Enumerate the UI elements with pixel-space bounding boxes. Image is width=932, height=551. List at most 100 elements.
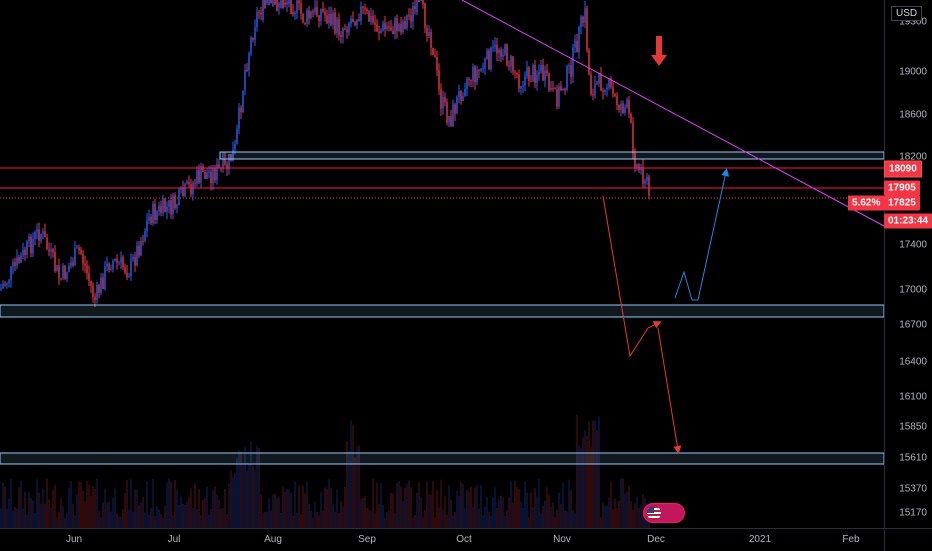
candle-body-285 bbox=[570, 65, 572, 77]
candle-body-33 bbox=[66, 272, 68, 279]
price-chart[interactable] bbox=[0, 0, 885, 528]
volume-bar-36 bbox=[72, 503, 74, 528]
candle-body-52 bbox=[104, 266, 106, 289]
volume-bar-207 bbox=[414, 515, 416, 528]
candle-body-81 bbox=[162, 198, 164, 213]
candle-body-267 bbox=[534, 65, 536, 84]
volume-bar-296 bbox=[592, 421, 594, 528]
candle-body-292 bbox=[584, 8, 586, 23]
candle-body-160 bbox=[320, 9, 322, 22]
volume-bar-15 bbox=[30, 498, 32, 528]
volume-bar-170 bbox=[340, 501, 342, 528]
candle-body-318 bbox=[636, 164, 638, 169]
candle-body-115 bbox=[230, 153, 232, 162]
volume-bar-76 bbox=[152, 478, 154, 528]
volume-bar-279 bbox=[558, 492, 560, 528]
volume-bar-95 bbox=[190, 488, 192, 528]
volume-bar-260 bbox=[520, 501, 522, 528]
candle-body-208 bbox=[416, 0, 418, 13]
us-flag-badge[interactable] bbox=[643, 503, 685, 523]
candle-body-82 bbox=[164, 198, 166, 212]
candle-body-125 bbox=[250, 37, 252, 54]
volume-bar-308 bbox=[616, 508, 618, 528]
candle-body-185 bbox=[370, 15, 372, 22]
candle-body-204 bbox=[408, 14, 410, 16]
bullish-projection-arrow[interactable] bbox=[674, 270, 693, 301]
candle-body-2 bbox=[4, 284, 6, 286]
candle-body-148 bbox=[296, 0, 298, 13]
candle-body-162 bbox=[324, 11, 326, 16]
support-zone-mid[interactable] bbox=[0, 304, 885, 318]
volume-bar-129 bbox=[258, 447, 260, 528]
candle-body-50 bbox=[100, 277, 102, 293]
volume-bar-172 bbox=[344, 486, 346, 528]
volume-bar-158 bbox=[316, 512, 318, 528]
price-axis[interactable]: 19300 19000 18600 18200 17400 17000 1670… bbox=[884, 0, 932, 528]
candle-body-248 bbox=[496, 44, 498, 54]
time-axis[interactable]: Jun Jul Aug Sep Oct Nov Dec 2021 Feb bbox=[0, 528, 884, 551]
volume-bar-315 bbox=[630, 501, 632, 528]
resistance-zone[interactable] bbox=[219, 151, 885, 160]
volume-bar-217 bbox=[434, 517, 436, 528]
volume-bar-266 bbox=[532, 507, 534, 528]
price-tick: 15850 bbox=[899, 421, 927, 433]
candle-body-304 bbox=[608, 78, 610, 88]
volume-bar-156 bbox=[312, 517, 314, 528]
volume-bar-184 bbox=[368, 509, 370, 528]
volume-bar-103 bbox=[206, 486, 208, 528]
bearish-projection-arrow-2[interactable] bbox=[657, 327, 682, 454]
candle-body-264 bbox=[528, 67, 530, 81]
volume-bar-64 bbox=[128, 509, 130, 528]
volume-bar-7 bbox=[14, 506, 16, 528]
volume-bar-33 bbox=[66, 513, 68, 528]
volume-bar-0 bbox=[0, 508, 2, 528]
candle-body-169 bbox=[338, 19, 340, 35]
volume-bar-198 bbox=[396, 482, 398, 528]
change-percent-label: 5.62% bbox=[848, 195, 885, 211]
candle-body-55 bbox=[110, 269, 112, 271]
candle-body-272 bbox=[544, 70, 546, 81]
down-arrow-icon[interactable] bbox=[651, 36, 667, 66]
candle-body-122 bbox=[244, 70, 246, 91]
candle-body-178 bbox=[356, 19, 358, 26]
volume-bar-244 bbox=[488, 511, 490, 528]
candle-body-12 bbox=[24, 249, 26, 255]
candle-body-184 bbox=[368, 11, 370, 22]
bearish-projection-arrow[interactable] bbox=[602, 195, 662, 358]
candle-body-150 bbox=[300, 3, 302, 15]
candle-body-183 bbox=[366, 9, 368, 12]
volume-bar-27 bbox=[54, 484, 56, 528]
candle-body-73 bbox=[146, 220, 148, 232]
candle-body-54 bbox=[108, 263, 110, 270]
candle-body-206 bbox=[412, 6, 414, 22]
volume-bar-192 bbox=[384, 517, 386, 528]
volume-bar-185 bbox=[370, 510, 372, 528]
volume-bar-297 bbox=[594, 420, 596, 528]
volume-bar-224 bbox=[448, 485, 450, 528]
support-zone-low[interactable] bbox=[0, 452, 885, 465]
volume-bar-226 bbox=[452, 515, 454, 528]
candle-body-291 bbox=[582, 16, 584, 23]
volume-bar-175 bbox=[350, 420, 352, 528]
candle-body-175 bbox=[350, 18, 352, 24]
candle-body-274 bbox=[548, 73, 550, 91]
candle-body-36 bbox=[72, 262, 74, 266]
descending-trendline[interactable] bbox=[461, 0, 885, 227]
candle-body-258 bbox=[516, 72, 518, 75]
currency-button[interactable]: USD bbox=[891, 6, 923, 21]
candle-body-271 bbox=[542, 65, 544, 81]
volume-bar-298 bbox=[596, 430, 598, 528]
volume-bar-124 bbox=[248, 464, 250, 528]
volume-bar-289 bbox=[578, 445, 580, 528]
candle-body-44 bbox=[88, 273, 90, 281]
bullish-projection-arrow-2[interactable] bbox=[692, 168, 730, 301]
volume-bar-149 bbox=[298, 485, 300, 528]
candle-body-96 bbox=[192, 182, 194, 195]
candle-body-311 bbox=[622, 103, 624, 113]
volume-bar-282 bbox=[564, 510, 566, 528]
candle-body-246 bbox=[492, 46, 494, 48]
chart-pane[interactable] bbox=[0, 0, 885, 528]
volume-bar-300 bbox=[600, 517, 602, 528]
candle-body-244 bbox=[488, 50, 490, 70]
volume-bar-243 bbox=[486, 497, 488, 528]
